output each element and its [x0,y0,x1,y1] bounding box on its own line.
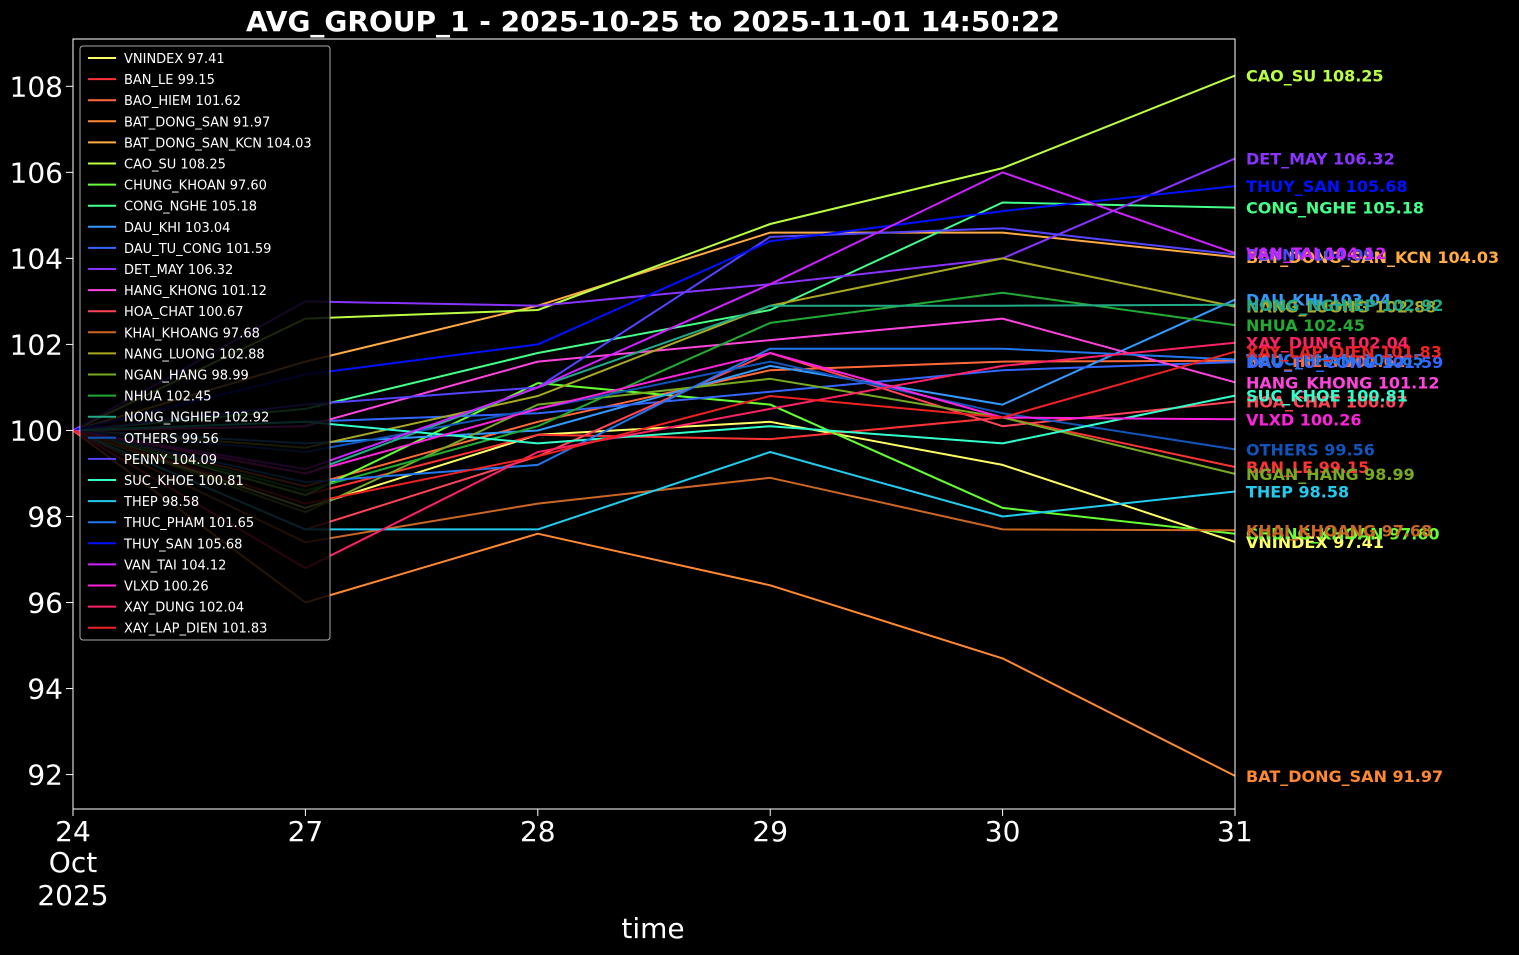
y-tick-label: 104 [10,242,63,275]
y-tick-label: 100 [10,414,63,447]
legend-entry-dau-khi: DAU_KHI 103.04 [124,221,230,236]
end-label-ngan-hang: NGAN_HANG 98.99 [1246,465,1415,484]
end-label-vnindex: VNINDEX 97.41 [1246,533,1384,552]
end-label-bat-dong-san-kcn: BAT_DONG_SAN_KCN 104.03 [1246,248,1499,267]
chart-title: AVG_GROUP_1 - 2025-10-25 to 2025-11-01 1… [246,5,1060,38]
end-label-ban-le: BAN_LE 99.15 [1246,458,1369,477]
end-label-suc-khoe: SUC_KHOE 100.81 [1246,387,1408,406]
end-label-dau-tu-cong: DAU_TU_CONG 101.59 [1246,353,1443,372]
end-label-bao-hiem: BAO_HIEM 101.62 [1246,352,1406,371]
legend-box [79,45,331,641]
y-tick-label: 96 [27,587,63,620]
legend-entry-hoa-chat: HOA_CHAT 100.67 [124,305,243,320]
x-tick-label: 31 [1217,815,1253,848]
end-label-hang-khong: HANG_KHONG 101.12 [1246,373,1440,392]
legend-entry-det-may: DET_MAY 106.32 [124,263,233,278]
legend-entry-others: OTHERS 99.56 [124,432,219,447]
legend-entry-chung-khoan: CHUNG_KHOAN 97.60 [124,179,267,194]
x-tick-year-label: 2025 [37,879,108,912]
end-label-cong-nghe: CONG_NGHE 105.18 [1246,199,1424,218]
x-tick-label: 29 [752,815,788,848]
legend-entry-thuc-pham: THUC_PHAM 101.65 [123,516,254,531]
legend-entry-bat-dong-san: BAT_DONG_SAN 91.97 [124,115,270,130]
y-tick-label: 94 [27,673,63,706]
legend-entry-xay-dung: XAY_DUNG 102.04 [124,601,244,616]
legend-entry-nong-nghiep: NONG_NGHIEP 102.92 [124,411,269,426]
end-label-nang-luong: NANG_LUONG 102.88 [1246,298,1436,317]
y-tick-label: 106 [10,156,63,189]
end-label-xay-dung: XAY_DUNG 102.04 [1246,334,1409,353]
end-label-vlxd: VLXD 100.26 [1246,410,1362,429]
end-label-det-may: DET_MAY 106.32 [1246,150,1395,169]
plot-area-frame [72,38,1236,810]
y-tick-label: 98 [27,500,63,533]
end-label-others: OTHERS 99.56 [1246,440,1375,459]
legend-entry-nhua: NHUA 102.45 [124,390,212,405]
end-label-thuc-pham: THUC_PHAM 101.65 [1246,350,1424,369]
y-axis: 92 94 96 98 100 102 104 106 108 [10,70,73,792]
y-tick-label: 102 [10,328,63,361]
x-tick-month-label: Oct [49,846,97,879]
legend-entry-hang-khong: HANG_KHONG 101.12 [124,284,267,299]
end-label-thep: THEP 98.58 [1246,483,1349,502]
legend-entry-xay-lap-dien: XAY_LAP_DIEN 101.83 [124,622,267,637]
end-label-xay-lap-dien: XAY_LAP_DIEN 101.83 [1246,343,1442,362]
end-label-nong-nghiep: NONG_NGHIEP 102.92 [1246,296,1443,315]
x-tick-label: 27 [288,815,324,848]
legend-entry-dau-tu-cong: DAU_TU_CONG 101.59 [124,242,271,257]
legend-entry-suc-khoe: SUC_KHOE 100.81 [124,474,244,489]
end-label-dau-khi: DAU_KHI 103.04 [1246,291,1391,310]
end-label-van-tai: VAN_TAI 104.12 [1246,244,1386,263]
legend-entry-penny: PENNY 104.09 [124,453,217,468]
legend-entry-ban-le: BAN_LE 99.15 [124,73,215,88]
legend-entry-vnindex: VNINDEX 97.41 [124,52,225,67]
x-tick-label: 30 [985,815,1021,848]
y-tick-label: 92 [27,759,63,792]
legend-entry-cong-nghe: CONG_NGHE 105.18 [124,200,257,215]
end-label-nhua: NHUA 102.45 [1246,316,1365,335]
legend-entry-van-tai: VAN_TAI 104.12 [124,558,226,573]
x-tick-label: 28 [520,815,556,848]
end-label-cao-su: CAO_SU 108.25 [1246,67,1384,86]
end-labels: VNINDEX 97.41 BAN_LE 99.15 BAO_HIEM 101.62… [1246,67,1499,786]
legend-entry-cao-su: CAO_SU 108.25 [124,158,226,173]
end-label-khai-khoang: KHAI_KHOANG 97.68 [1246,521,1432,540]
legend-entry-vlxd: VLXD 100.26 [124,580,209,595]
legend-entry-ngan-hang: NGAN_HANG 98.99 [124,369,249,384]
legend-entry-bao-hiem: BAO_HIEM 101.62 [124,94,241,109]
legend-entry-thuy-san: THUY_SAN 105.68 [123,537,242,552]
legend: VNINDEX 97.41 BAN_LE 99.15 BAO_HIEM 101.62… [79,45,331,641]
end-label-penny: PENNY 104.09 [1246,246,1374,265]
legend-entry-thep: THEP 98.58 [123,495,199,510]
legend-entry-bat-dong-san-kcn: BAT_DONG_SAN_KCN 104.03 [124,136,312,151]
end-label-thuy-san: THUY_SAN 105.68 [1246,177,1408,196]
end-label-bat-dong-san: BAT_DONG_SAN 91.97 [1246,767,1443,786]
end-label-hoa-chat: HOA_CHAT 100.67 [1246,393,1407,412]
end-label-chung-khoan: CHUNG_KHOAN 97.60 [1246,525,1440,544]
y-tick-label: 108 [10,70,63,103]
x-axis-label: time [621,912,684,945]
legend-entry-khai-khoang: KHAI_KHOANG 97.68 [124,326,260,341]
x-tick-label: 24 [55,815,91,848]
legend-entry-nang-luong: NANG_LUONG 102.88 [124,347,265,362]
